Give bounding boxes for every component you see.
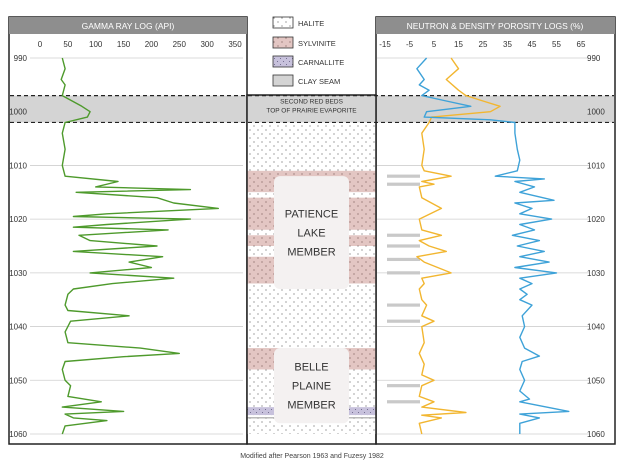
- member-label-text: MEMBER: [287, 247, 335, 259]
- gamma-x-tick-label: 50: [63, 40, 72, 49]
- member-label-text: MEMBER: [287, 400, 335, 412]
- clay-seam-streak: [387, 303, 420, 307]
- gamma-depth-tick-label: 1020: [9, 215, 27, 224]
- porosity-depth-tick-label: 1050: [587, 376, 605, 385]
- porosity-x-tick-label: 45: [528, 40, 537, 49]
- legend-swatch-carnallite: [272, 55, 294, 68]
- lithology-layer-halite: [247, 283, 376, 349]
- porosity-x-tick-label: 35: [503, 40, 512, 49]
- porosity-x-tick-label: 5: [432, 40, 437, 49]
- clay-seam-streak: [387, 257, 420, 262]
- legend-swatch-sylvinite: [272, 36, 294, 49]
- clay-seam-streak: [387, 400, 420, 404]
- porosity-depth-tick-label: 1060: [587, 430, 605, 439]
- gamma-panel-frame: [8, 16, 248, 445]
- porosity-depth-tick-label: 1020: [587, 215, 605, 224]
- figure-caption: Modified after Pearson 1963 and Fuzesy 1…: [240, 453, 384, 460]
- marker-band: SECOND RED BEDS TOP OF PRAIRIE EVAPORITE: [10, 94, 614, 124]
- gamma-depth-tick-label: 1030: [9, 269, 27, 278]
- legend-label-carnallite: CARNALLITE: [298, 58, 344, 67]
- gamma-depth-tick-label: 1050: [9, 376, 27, 385]
- gamma-depth-tick-label: 1010: [9, 161, 27, 170]
- clay-seam-streak: [387, 244, 420, 248]
- gamma-x-tick-label: 350: [228, 40, 242, 49]
- member-label-text: LAKE: [297, 228, 325, 240]
- gamma-x-tick-label: 150: [117, 40, 131, 49]
- legend-swatch-halite: [272, 16, 294, 29]
- porosity-panel-title: NEUTRON & DENSITY POROSITY LOGS (%): [407, 21, 584, 31]
- gamma-x-tick-label: 100: [89, 40, 103, 49]
- clay-seam-streak: [387, 319, 420, 323]
- porosity-depth-tick-label: 990: [587, 54, 601, 63]
- porosity-x-tick-label: -15: [379, 40, 391, 49]
- clay-seam-streak: [387, 233, 420, 237]
- legend-label-sylvinite: SYLVINITE: [298, 39, 336, 48]
- gamma-panel-header: [9, 17, 247, 34]
- clay-seam-streak: [387, 384, 420, 388]
- gamma-x-tick-label: 0: [38, 40, 43, 49]
- member-label-text: PLAINE: [292, 381, 331, 393]
- member-label-box: [274, 176, 349, 289]
- gamma-x-tick-label: 250: [173, 40, 187, 49]
- marker-band-center: [247, 95, 376, 123]
- porosity-depth-tick-label: 1040: [587, 323, 605, 332]
- gamma-depth-tick-label: 1000: [9, 108, 27, 117]
- gamma-depth-tick-label: 1040: [9, 323, 27, 332]
- legend-swatch-clay-seam: [272, 74, 294, 87]
- clay-seam-streak: [387, 182, 420, 186]
- gamma-ray-curve: [60, 57, 220, 435]
- clay-seam-streaks: [387, 174, 420, 404]
- porosity-x-tick-label: 55: [552, 40, 561, 49]
- marker-band-label-line1: SECOND RED BEDS: [280, 99, 344, 106]
- gamma-x-tick-label: 200: [145, 40, 159, 49]
- porosity-panel-header: [376, 17, 615, 34]
- legend-label-clay-seam: CLAY SEAM: [298, 77, 340, 86]
- neutron-porosity-curve: [416, 57, 501, 435]
- porosity-depth-tick-label: 1010: [587, 161, 605, 170]
- log-curves: [60, 57, 570, 435]
- clay-seam-streak: [387, 174, 420, 178]
- member-label-box: [274, 348, 349, 424]
- porosity-x-tick-label: -5: [406, 40, 414, 49]
- clay-seam-streak: [387, 271, 420, 275]
- density-porosity-curve: [416, 57, 570, 434]
- porosity-depth-tick-label: 1000: [587, 108, 605, 117]
- axis-labels: 0 50 100 150 200 250 300 350 -15 -5 5 15 25 35 45 55 659…: [9, 40, 605, 439]
- porosity-x-tick-label: 25: [479, 40, 488, 49]
- marker-band-label-line2: TOP OF PRAIRIE EVAPORITE: [266, 108, 357, 115]
- member-label-text: PATIENCE: [285, 209, 338, 221]
- porosity-x-tick-label: 15: [454, 40, 463, 49]
- porosity-x-tick-label: 65: [577, 40, 586, 49]
- porosity-depth-tick-label: 1030: [587, 269, 605, 278]
- lithology-layer-halite: [247, 122, 376, 171]
- gamma-panel-title: GAMMA RAY LOG (API): [82, 21, 175, 31]
- marker-band-gamma: [10, 95, 246, 123]
- member-label-text: BELLE: [294, 362, 328, 374]
- member-labels: PATIENCE LAKE MEMBER BELLE PLAINE MEMBER: [274, 176, 349, 424]
- legend-label-halite: HALITE: [298, 19, 324, 28]
- lithology-column-frame: [246, 94, 377, 445]
- gamma-depth-tick-label: 1060: [9, 430, 27, 439]
- gamma-depth-tick-label: 990: [14, 54, 28, 63]
- lithology-legend: HALITE SYLVINITE CARNALLITE CLAY SEAM: [272, 16, 344, 87]
- porosity-panel-frame: [375, 16, 616, 445]
- gamma-x-tick-label: 300: [200, 40, 214, 49]
